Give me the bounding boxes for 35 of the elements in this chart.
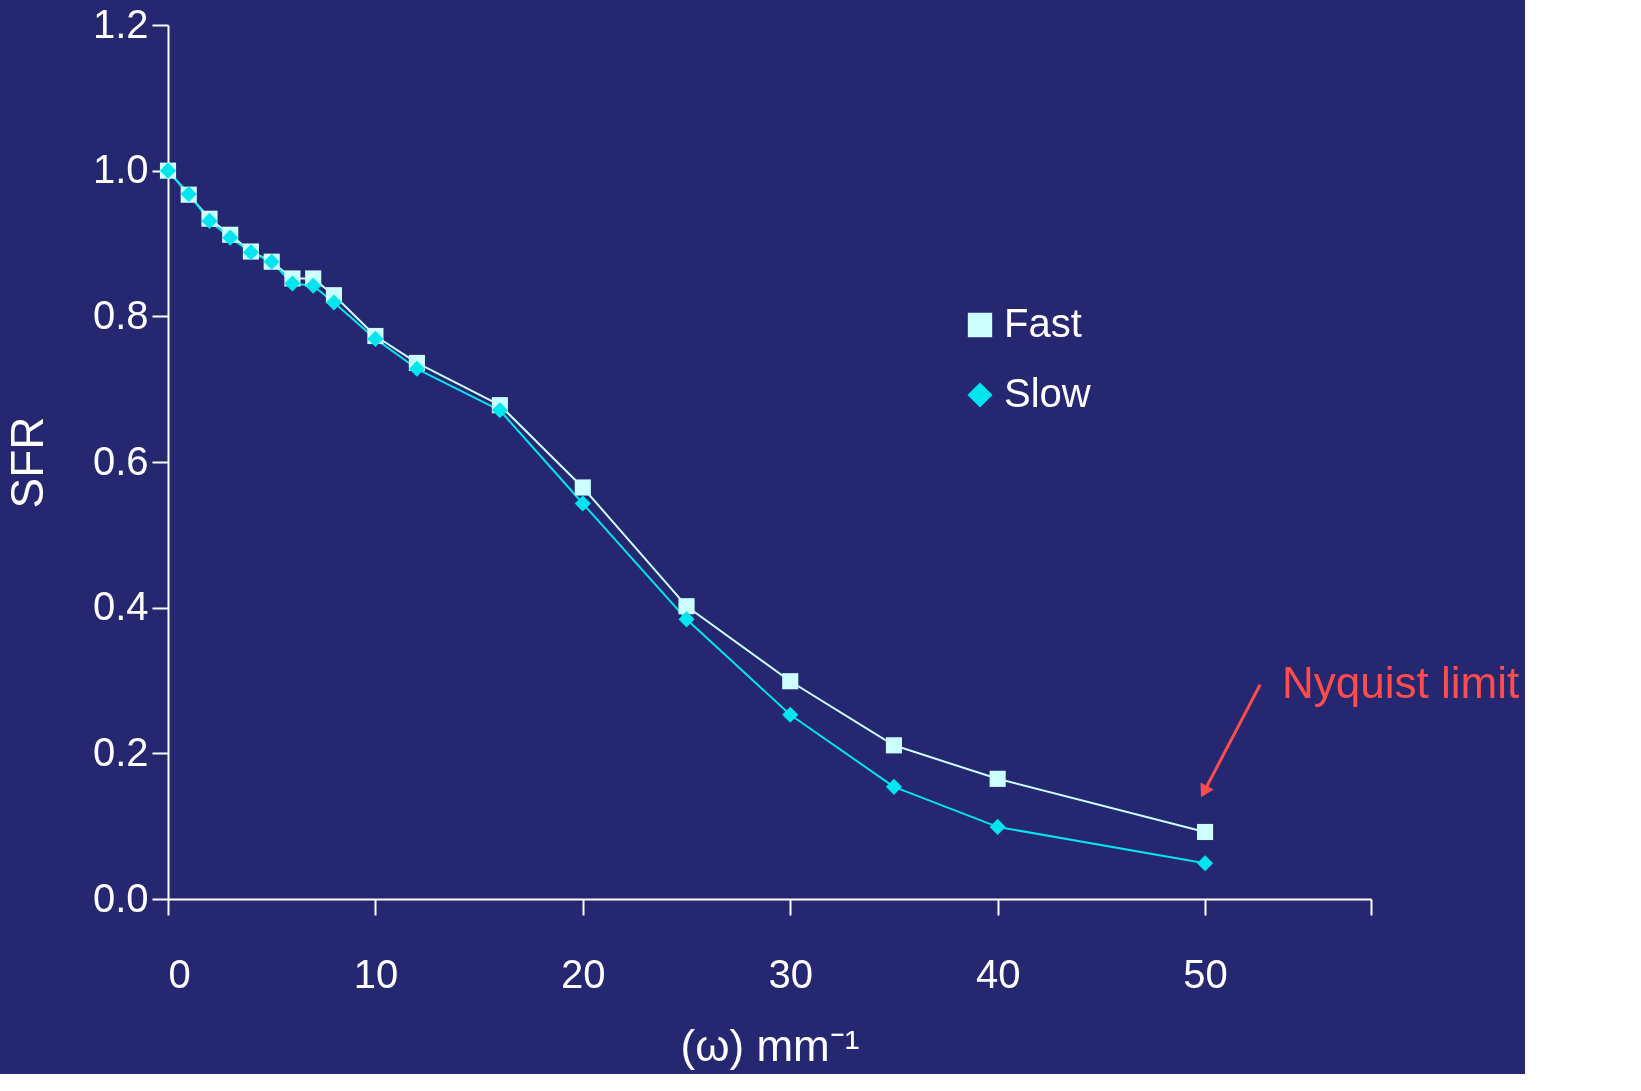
point <box>325 294 342 311</box>
point <box>1197 823 1214 841</box>
y-tick-label: 0.0 <box>92 875 149 920</box>
annotation: Nyquist limit <box>1282 657 1520 707</box>
point <box>678 611 695 628</box>
x-tick-label: 0 <box>168 951 191 996</box>
y-axis-title: SFR <box>0 416 53 509</box>
y-tick-label: 0.2 <box>92 729 149 774</box>
point <box>989 818 1006 835</box>
y-tick-label: 1.2 <box>92 1 149 46</box>
point <box>491 402 508 419</box>
y-tick-label: 0.4 <box>92 584 149 629</box>
point <box>782 706 799 723</box>
y-tick-label: 0.8 <box>92 292 149 337</box>
point <box>885 778 903 795</box>
x-tick-label: 20 <box>561 951 606 996</box>
x-tick-label: 30 <box>768 951 813 996</box>
point <box>408 360 425 377</box>
point <box>885 737 903 754</box>
x-tick-label: 10 <box>353 951 399 996</box>
point <box>1197 855 1214 872</box>
point <box>574 495 591 512</box>
legend-label: Fast <box>1004 301 1082 345</box>
point <box>284 275 301 292</box>
y-tick-label: 1.0 <box>92 147 149 192</box>
point <box>574 479 591 496</box>
legend-label: Slow <box>1004 371 1091 415</box>
x-tick-label: 50 <box>1183 951 1228 996</box>
point <box>782 673 799 690</box>
point <box>305 277 322 294</box>
point <box>989 770 1006 787</box>
y-tick-label: 0.6 <box>92 438 149 483</box>
x-tick-label: 40 <box>975 951 1021 996</box>
x-axis-title: (ω) mm⁻¹ <box>680 1020 860 1070</box>
point <box>678 598 695 615</box>
